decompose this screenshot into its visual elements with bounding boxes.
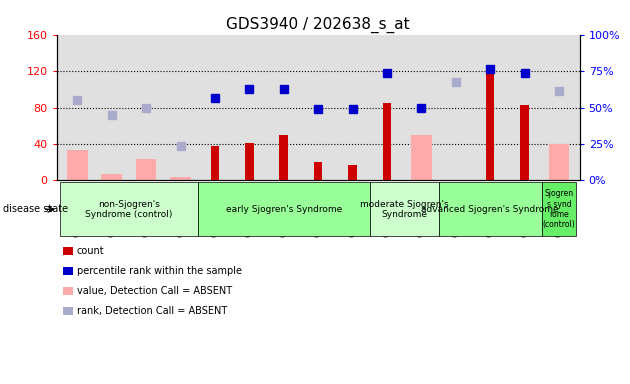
- Text: advanced Sjogren's Syndrome: advanced Sjogren's Syndrome: [421, 205, 559, 214]
- Text: moderate Sjogren's
Syndrome: moderate Sjogren's Syndrome: [360, 200, 449, 219]
- Bar: [486, 69, 495, 180]
- Text: count: count: [77, 246, 105, 256]
- Bar: [348, 165, 357, 180]
- Bar: [136, 159, 156, 180]
- Bar: [382, 103, 391, 180]
- Bar: [280, 135, 288, 180]
- Text: percentile rank within the sample: percentile rank within the sample: [77, 266, 242, 276]
- Bar: [520, 105, 529, 180]
- Bar: [170, 177, 191, 180]
- Text: Sjogren
s synd
rome
(control): Sjogren s synd rome (control): [542, 189, 575, 229]
- Bar: [67, 151, 88, 180]
- Title: GDS3940 / 202638_s_at: GDS3940 / 202638_s_at: [226, 17, 410, 33]
- Text: early Sjogren's Syndrome: early Sjogren's Syndrome: [226, 205, 342, 214]
- Bar: [411, 135, 432, 180]
- Bar: [245, 143, 254, 180]
- Bar: [210, 146, 219, 180]
- Text: non-Sjogren's
Syndrome (control): non-Sjogren's Syndrome (control): [85, 200, 173, 219]
- Text: disease state: disease state: [3, 204, 68, 214]
- Bar: [549, 144, 570, 180]
- Bar: [101, 174, 122, 180]
- Text: value, Detection Call = ABSENT: value, Detection Call = ABSENT: [77, 286, 232, 296]
- Text: rank, Detection Call = ABSENT: rank, Detection Call = ABSENT: [77, 306, 227, 316]
- Bar: [314, 162, 323, 180]
